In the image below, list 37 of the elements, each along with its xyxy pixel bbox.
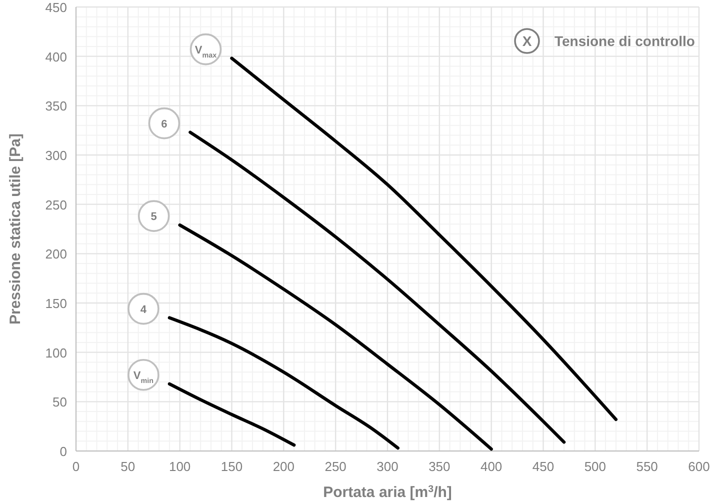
x-tick-label: 100 — [168, 459, 191, 474]
x-tick-label: 350 — [428, 459, 450, 474]
line-series — [230, 56, 618, 422]
annotation: X — [522, 33, 532, 49]
x-tick-label: 400 — [480, 459, 502, 474]
line-series — [168, 382, 296, 447]
x-tick-label: 600 — [688, 459, 710, 474]
y-tick-label: 50 — [52, 394, 67, 410]
y-tick-label: 250 — [45, 197, 67, 212]
y-tick-label: 0 — [60, 444, 67, 459]
series-label: V$_{min}$ — [133, 370, 154, 385]
x-tick-label: 0 — [72, 459, 80, 474]
line-series — [188, 130, 566, 444]
y-axis-title: Pressione statica utile [Pa] — [7, 134, 24, 324]
legend-title: Tensione di controllo — [554, 33, 695, 49]
y-tick-label: 400 — [45, 49, 67, 64]
x-tick-label: 500 — [584, 459, 606, 474]
x-tick-label: 300 — [376, 459, 398, 474]
text: 6 — [161, 118, 168, 130]
y-tick-label: 100 — [45, 345, 67, 360]
x-tick-label: 50 — [120, 459, 136, 474]
y-tick-label: 350 — [45, 98, 67, 114]
series-label: V$_{max}$ — [194, 44, 217, 60]
x-tick-label: 450 — [532, 459, 554, 474]
text: 5 — [150, 211, 157, 224]
y-tick-label: 450 — [45, 0, 67, 15]
y-tick-label: 150 — [45, 296, 67, 311]
y-tick-label: 200 — [45, 246, 67, 262]
x-tick-label: 200 — [272, 459, 295, 474]
x-tick-label: 150 — [220, 459, 243, 474]
x-tick-label: 250 — [324, 459, 346, 474]
y-tick-label: 300 — [45, 148, 67, 163]
x-axis-title: Portata aria [m$^{3}$/h] — [323, 484, 452, 501]
line-series — [168, 316, 400, 450]
x-tick-label: 550 — [636, 459, 658, 474]
line-series — [178, 223, 493, 451]
text: 4 — [140, 304, 148, 316]
